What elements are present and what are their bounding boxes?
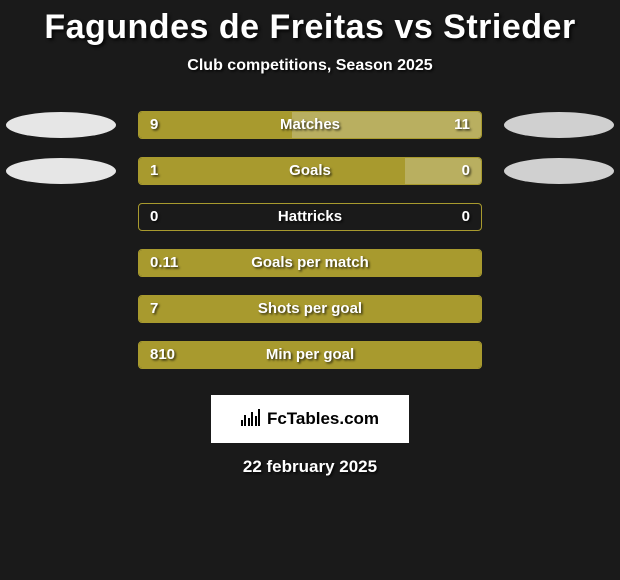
comparison-infographic: Fagundes de Freitas vs Strieder Club com… (0, 0, 620, 580)
page-subtitle: Club competitions, Season 2025 (187, 57, 432, 75)
stat-row-matches: 9 Matches 11 (0, 111, 620, 139)
barchart-icon (241, 408, 263, 430)
stat-label: Goals per match (0, 249, 620, 277)
stat-value-right: 0 (462, 203, 470, 231)
stat-value-right: 0 (462, 157, 470, 185)
date-label: 22 february 2025 (243, 457, 377, 477)
stat-label: Shots per goal (0, 295, 620, 323)
jersey-icon-right (504, 158, 614, 184)
stat-value-right: 11 (454, 111, 470, 139)
stat-row-gpm: 0.11 Goals per match (0, 249, 620, 277)
stat-label: Hattricks (0, 203, 620, 231)
stat-row-goals: 1 Goals 0 (0, 157, 620, 185)
jersey-icon-right (504, 112, 614, 138)
stat-row-hattricks: 0 Hattricks 0 (0, 203, 620, 231)
stat-rows: 9 Matches 11 1 Goals 0 0 Hattricks 0 (0, 111, 620, 387)
stat-row-mpg: 810 Min per goal (0, 341, 620, 369)
stat-row-spg: 7 Shots per goal (0, 295, 620, 323)
page-title: Fagundes de Freitas vs Strieder (44, 8, 575, 47)
logo: FcTables.com (241, 408, 379, 430)
logo-box: FcTables.com (211, 395, 409, 443)
stat-label: Min per goal (0, 341, 620, 369)
logo-text: FcTables.com (267, 409, 379, 429)
